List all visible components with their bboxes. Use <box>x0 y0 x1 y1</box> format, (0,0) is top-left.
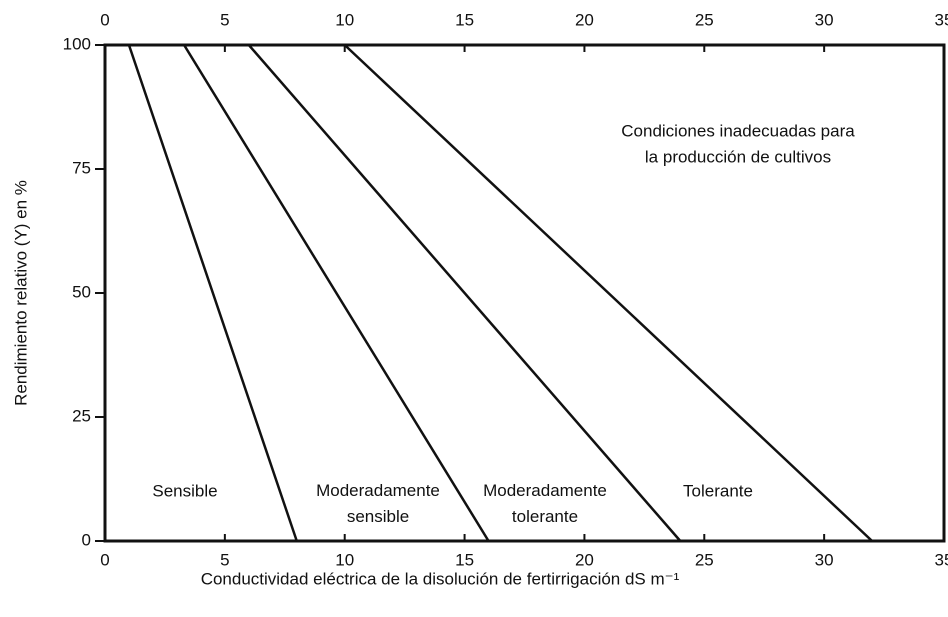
series-line <box>183 44 490 542</box>
y-tick-label: 50 <box>72 282 91 301</box>
series-label: Sensible <box>152 481 217 500</box>
x-top-tick-label: 25 <box>695 10 714 29</box>
x-tick-label: 0 <box>100 550 109 569</box>
x-tick-label: 35 <box>935 550 948 569</box>
series-label: Moderadamente sensible <box>316 481 440 526</box>
x-top-tick-label: 10 <box>335 10 354 29</box>
x-tick-label: 30 <box>815 550 834 569</box>
x-axis-label: Conductividad eléctrica de la disolución… <box>201 569 680 588</box>
y-tick-label: 0 <box>82 530 91 549</box>
annotation: Condiciones inadecuadas para <box>621 121 855 140</box>
y-tick-label: 25 <box>72 406 91 425</box>
x-top-tick-label: 5 <box>220 10 229 29</box>
series-line <box>343 44 873 542</box>
series-label: Moderadamente tolerante <box>483 481 607 526</box>
x-tick-label: 25 <box>695 550 714 569</box>
series-label: Tolerante <box>683 481 753 500</box>
x-top-tick-label: 0 <box>100 10 109 29</box>
y-tick-label: 75 <box>72 158 91 177</box>
x-tick-label: 15 <box>455 550 474 569</box>
x-top-tick-label: 20 <box>575 10 594 29</box>
y-tick-label: 100 <box>63 34 91 53</box>
annotation: la producción de cultivos <box>645 147 831 166</box>
x-top-tick-label: 15 <box>455 10 474 29</box>
x-tick-label: 10 <box>335 550 354 569</box>
x-tick-label: 20 <box>575 550 594 569</box>
series-line <box>247 44 682 542</box>
x-top-tick-label: 35 <box>935 10 948 29</box>
series-line <box>127 44 298 542</box>
x-top-tick-label: 30 <box>815 10 834 29</box>
x-tick-label: 5 <box>220 550 229 569</box>
y-axis-label: Rendimiento relativo (Y) en % <box>11 180 30 406</box>
